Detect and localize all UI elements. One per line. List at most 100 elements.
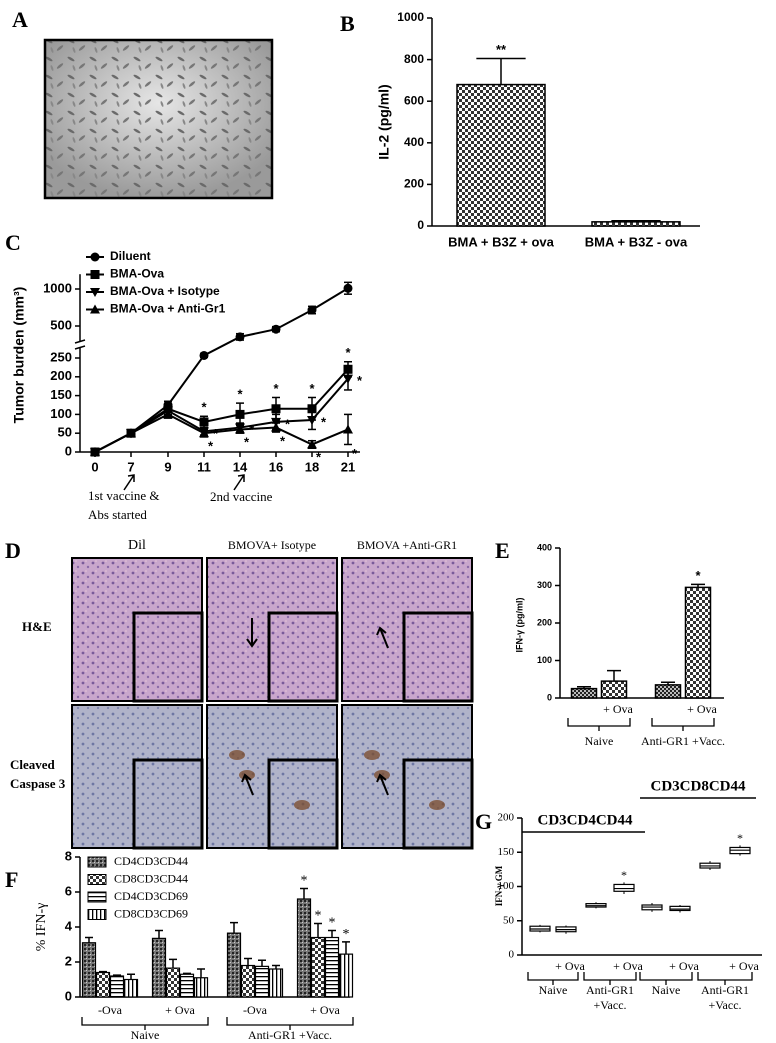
panel-label: D: [5, 538, 21, 563]
bar: [570, 687, 598, 699]
x-tick-label: + Ova: [603, 702, 633, 716]
histology-grid: Dil BMOVA+ Isotype BMOVA +Anti-GR1 H&E Cleav…: [10, 538, 474, 850]
group-label: Naive: [539, 983, 568, 997]
arrow: [246, 618, 258, 648]
bar: [81, 942, 97, 998]
bar: [165, 967, 181, 998]
box: [669, 905, 691, 912]
group-bracket: [567, 718, 631, 731]
y-tick-label: 50: [503, 914, 515, 926]
x-tick-label: + Ova: [555, 959, 585, 973]
stain: [229, 750, 245, 760]
arrow: [241, 773, 254, 796]
y-axis-label: IL-2 (pg/ml): [376, 84, 392, 159]
marker: [90, 447, 100, 456]
x-tick-label: 14: [233, 459, 248, 474]
y-tick-label: 0: [509, 949, 515, 961]
y-tick-label: 100: [537, 655, 552, 665]
significance: *: [201, 400, 207, 415]
group-label: Anti-GR1 +Vacc.: [641, 734, 725, 748]
x-tick-label: 11: [197, 459, 211, 474]
bar: [109, 975, 125, 998]
bar: [179, 973, 195, 998]
y-axis-label: % IFN-γ: [34, 903, 49, 952]
bar: [193, 977, 209, 998]
marker: [90, 252, 100, 262]
marker: [307, 305, 317, 315]
marker: [235, 332, 245, 342]
significance: *: [316, 450, 322, 465]
panel-label: F: [5, 867, 18, 892]
marker: [343, 283, 353, 293]
x-tick-label: 9: [164, 459, 171, 474]
significance: *: [309, 381, 315, 396]
stain: [429, 800, 445, 810]
y-tick-label: 150: [50, 387, 72, 402]
group-bracket: [651, 718, 715, 731]
panel-label: E: [495, 538, 510, 563]
inset: [267, 758, 339, 850]
bar: [268, 968, 284, 998]
panel-label: A: [12, 7, 28, 32]
column-title: BMOVA +Anti-GR1: [357, 538, 457, 552]
marker: [235, 424, 245, 434]
inset: [267, 611, 339, 703]
significance: *: [621, 868, 627, 882]
marker: [307, 404, 317, 414]
arrow: [123, 474, 135, 491]
micrograph: [43, 38, 274, 200]
bar: [338, 953, 354, 998]
significance: *: [244, 435, 250, 450]
box: [613, 883, 635, 892]
bar: [684, 586, 712, 699]
header: CD3CD4CD44: [538, 812, 633, 828]
group-bracket: [697, 972, 753, 985]
marker: [90, 270, 100, 279]
significance: **: [496, 42, 507, 57]
marker: [199, 428, 209, 438]
significance: *: [315, 909, 322, 924]
group-bracket: [81, 1017, 209, 1030]
significance: *: [343, 927, 350, 942]
bar: [123, 978, 139, 998]
significance: *: [213, 426, 219, 441]
x-tick-label: BMA + B3Z - ova: [585, 234, 688, 249]
x-tick-label: 16: [269, 459, 283, 474]
y-tick-label: 500: [50, 317, 72, 332]
y-tick-label: 200: [404, 177, 424, 191]
y-tick-label: 0: [417, 218, 424, 232]
annotation: 2nd vaccine: [210, 489, 273, 504]
legend-label: BMA-Ova + Anti-Gr1: [110, 302, 226, 316]
y-axis-label: IFN-γ (pg/ml): [514, 598, 524, 653]
image-cells: [43, 38, 274, 200]
inset: [132, 611, 204, 703]
significance: *: [237, 387, 243, 402]
marker: [271, 404, 281, 414]
significance: *: [695, 568, 701, 583]
marker: [163, 409, 173, 419]
arrow: [376, 773, 389, 796]
panel-label: B: [340, 11, 355, 36]
group-label: Anti-GR1: [701, 983, 749, 997]
legend-swatch: [87, 909, 107, 920]
significance: *: [737, 831, 743, 845]
row-label: H&E: [22, 619, 52, 634]
bar: [151, 937, 167, 998]
legend-label: CD8CD3CD69: [114, 906, 188, 920]
y-tick-label: 400: [404, 135, 424, 149]
group-label: +Vacc.: [708, 998, 741, 1012]
marker: [126, 428, 136, 438]
y-tick-label: 400: [537, 542, 552, 552]
annotation-arrows: [123, 474, 245, 491]
arrow: [376, 626, 389, 649]
x-tick-label: -Ova: [243, 1003, 268, 1017]
marker: [271, 324, 281, 334]
x-tick-label: -Ova: [98, 1003, 123, 1017]
row-label: Caspase 3: [10, 776, 66, 791]
significance: *: [280, 434, 286, 449]
y-tick-label: 0: [65, 988, 72, 1003]
significance: *: [345, 345, 351, 360]
group-label: Anti-GR1 +Vacc.: [248, 1028, 332, 1042]
column-title: BMOVA+ Isotype: [228, 538, 316, 552]
